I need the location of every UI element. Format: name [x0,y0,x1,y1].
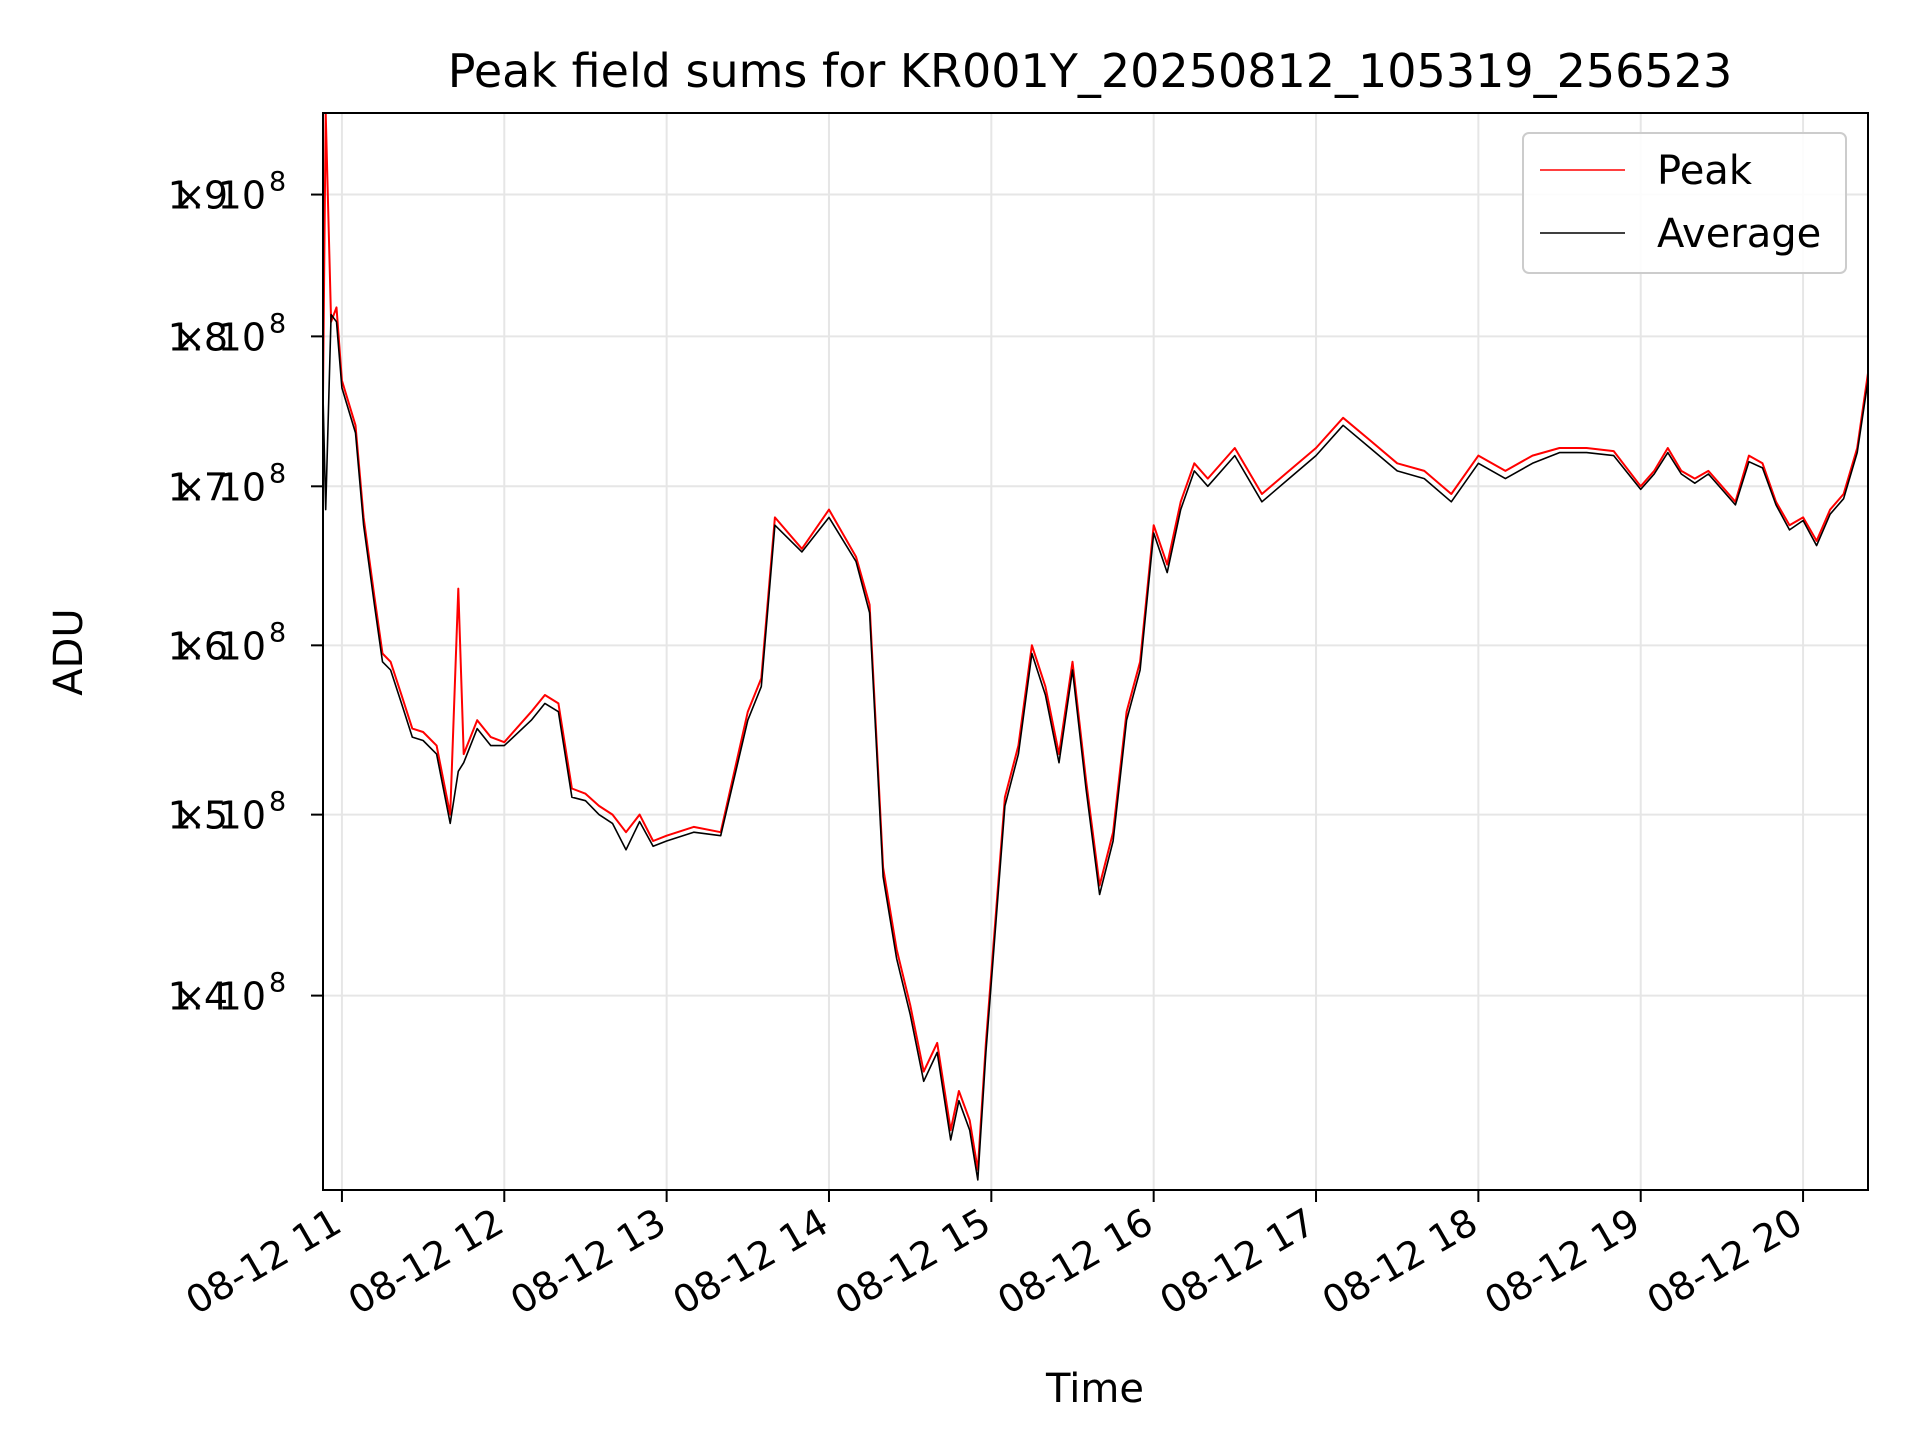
y-tick-label: 1.6× 10 8 [168,617,287,668]
y-tick-exponent: 8 [269,617,286,648]
y-tick-exponent: 8 [269,308,286,339]
y-tick-label: 1.9× 10 8 [168,167,287,218]
y-tick-mantissa: 1.5 [168,794,228,838]
y-tick-mantissa: 1.6 [168,624,228,668]
y-tick-times-ten: × 10 [174,465,266,509]
y-tick-times-ten: × 10 [174,174,266,218]
y-tick-exponent: 8 [269,787,286,818]
y-tick-label: 1.4× 10 8 [168,968,287,1019]
y-tick-times-ten: × 10 [174,794,266,838]
y-axis-label: ADU [46,608,92,695]
y-tick-mantissa: 1.9 [168,174,228,218]
y-tick-label: 1.7× 10 8 [168,458,287,509]
chart-title: Peak field sums for KR001Y_20250812_1053… [448,44,1732,98]
legend-label-average: Average [1657,211,1821,257]
x-axis-label: Time [1045,1366,1144,1412]
y-tick-mantissa: 1.4 [168,975,228,1019]
plot-frame [322,112,1869,1191]
legend: Peak Average [1522,132,1847,274]
y-tick-label: 1.8× 10 8 [168,308,287,359]
plot-area [323,113,1868,1181]
series-line-average [323,313,1868,1181]
y-axis: 1.4× 10 81.5× 10 81.6× 10 81.7× 10 81.8× 10 8… [168,167,323,1019]
y-tick-mantissa: 1.7 [168,465,228,509]
y-tick-exponent: 8 [269,458,286,489]
y-tick-times-ten: × 10 [174,624,266,668]
y-tick-times-ten: × 10 [174,975,266,1019]
y-tick-label: 1.5× 10 8 [168,787,287,838]
y-tick-mantissa: 1.8 [168,315,228,359]
legend-box [1522,132,1847,274]
legend-label-peak: Peak [1657,148,1753,194]
y-tick-times-ten: × 10 [174,315,266,359]
y-tick-exponent: 8 [269,167,286,198]
grid [323,113,1868,1190]
y-tick-exponent: 8 [269,968,286,999]
